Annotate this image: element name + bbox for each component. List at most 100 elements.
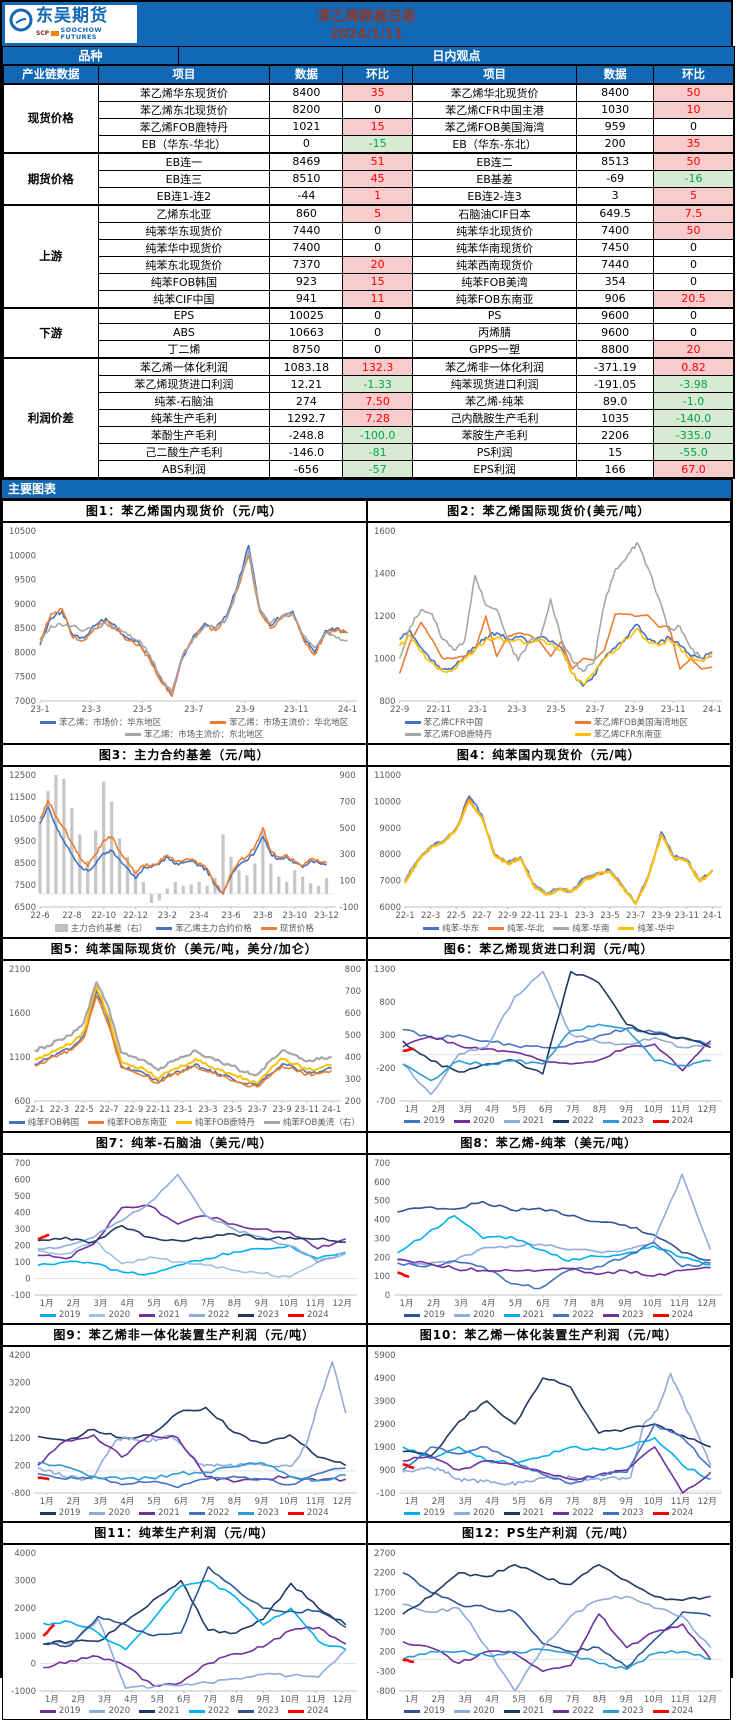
svg-text:10500: 10500 (9, 527, 36, 537)
chart-7-canvas: -100 0 100 200 300 400 500 600 700 1月 2月 3月 4月 5月 6月 7月… (11, 1159, 357, 1309)
svg-text:24-1: 24-1 (702, 911, 721, 921)
svg-text:-700: -700 (376, 1097, 395, 1107)
legend-entry: 纯苯FOB美湾（右） (263, 1116, 360, 1128)
col-header: 环比 (653, 65, 735, 84)
chart-4-legend: 纯苯-华东 纯苯-华北 纯苯-华南 纯苯-华中 (368, 921, 731, 937)
svg-text:6月: 6月 (539, 1105, 553, 1115)
chart-10-legend: 2019 2020 2021 2022 2023 2024 (368, 1507, 731, 1521)
svg-text:12月: 12月 (333, 1497, 352, 1507)
group-label: 下游 (2, 306, 99, 359)
report-header: 苯乙烯数据日报 2024/1/11 东吴期货 SCP SOOCHOW FUTUR… (2, 2, 731, 46)
item-change: 0 (342, 323, 413, 341)
chart-2-legend: 苯乙烯CFR中国 苯乙烯FOB美国海湾地区 苯乙烯FOB鹿特丹 苯乙烯CFR东南亚 (368, 715, 731, 743)
svg-text:7月: 7月 (203, 1695, 217, 1705)
svg-text:12月: 12月 (697, 1299, 716, 1309)
item-value: 166 (576, 460, 655, 479)
svg-text:12月: 12月 (697, 1695, 716, 1705)
legend-swatch (453, 1511, 470, 1515)
svg-text:8月: 8月 (590, 1299, 604, 1309)
svg-text:5月: 5月 (147, 1299, 161, 1309)
legend-label: 纯苯FOB韩国 (27, 1118, 80, 1128)
legend-swatch (39, 1511, 56, 1515)
item-change: 20 (653, 340, 735, 359)
svg-text:9月: 9月 (619, 1695, 633, 1705)
legend-swatch (139, 1313, 156, 1317)
item-change: 0 (342, 100, 413, 119)
legend-label: 2022 (207, 1310, 230, 1320)
legend-label: 2021 (522, 1116, 545, 1126)
brand-orange-bar (51, 31, 59, 36)
item-change: -3.98 (653, 375, 735, 393)
svg-text:12500: 12500 (9, 771, 36, 781)
svg-text:-100: -100 (376, 1489, 395, 1499)
item-value: 1083.18 (269, 357, 344, 376)
chart-5-canvas: 600 1100 1600 2100 200 300 400 500 600 700 800 22-1… (9, 965, 361, 1115)
legend-label: 苯乙烯FOB鹿特丹 (423, 730, 493, 740)
svg-text:4月: 4月 (481, 1299, 495, 1309)
legend-label: 苯乙烯：市场主流价：东北地区 (144, 730, 264, 740)
chart-title: 图2：苯乙烯国际现货价(美元/吨） (367, 501, 730, 523)
viewpoint-label: 日内观点 (177, 46, 736, 65)
svg-text:400: 400 (14, 1209, 30, 1219)
svg-text:6月: 6月 (539, 1695, 553, 1705)
svg-text:800: 800 (379, 697, 395, 707)
legend-swatch (503, 1511, 520, 1515)
svg-text:8月: 8月 (592, 1497, 606, 1507)
svg-text:12月: 12月 (697, 1105, 716, 1115)
legend-label: 2020 (472, 1706, 495, 1716)
legend-entry: 纯苯FOB韩国 (8, 1116, 80, 1128)
chart-panel-2: 图2：苯乙烯国际现货价(美元/吨） 800 1000 1200 1400 1600 22-… (366, 500, 731, 744)
item-value: 10663 (269, 323, 344, 341)
svg-text:2900: 2900 (373, 1420, 395, 1430)
item-change: 0 (342, 221, 413, 240)
item-value: 8513 (576, 151, 655, 171)
svg-text:600: 600 (373, 1178, 389, 1188)
item-name: EB连1-连2 (97, 186, 271, 205)
legend-label: 2019 (58, 1706, 81, 1716)
svg-text:10月: 10月 (643, 1497, 662, 1507)
legend-entry: 2020 (89, 1508, 130, 1518)
svg-text:5月: 5月 (147, 1497, 161, 1507)
item-name: 己内酰胺生产毛利 (411, 409, 578, 427)
svg-text:9月: 9月 (255, 1299, 269, 1309)
item-value: 941 (269, 289, 344, 308)
svg-text:2月: 2月 (426, 1299, 440, 1309)
svg-text:23-11: 23-11 (674, 911, 699, 921)
legend-label: 2021 (158, 1508, 180, 1518)
item-name: EB（华东-华北） (97, 134, 271, 153)
legend-entry: 苯乙烯FOB鹿特丹 (379, 728, 549, 740)
svg-text:300: 300 (379, 1031, 395, 1041)
legend-label: 纯苯FOB东南亚 (107, 1118, 167, 1128)
legend-label: 2023 (621, 1706, 644, 1716)
legend-entry: 2021 (503, 1508, 544, 1518)
legend-entry: 纯苯FOB鹿特丹 (176, 1116, 255, 1128)
legend-entry: 2019 (404, 1116, 445, 1126)
legend-swatch (404, 1709, 421, 1713)
item-change: 45 (342, 169, 413, 188)
svg-text:1600: 1600 (373, 527, 395, 537)
svg-text:12月: 12月 (333, 1695, 352, 1705)
item-change: 0 (653, 238, 735, 257)
item-value: 8510 (269, 169, 344, 188)
item-value: 8400 (576, 82, 655, 102)
legend-swatch (553, 926, 570, 930)
legend-entry: 纯苯-华中 (618, 922, 674, 934)
legend-swatch (139, 1709, 156, 1713)
legend-label: 纯苯-华北 (507, 924, 545, 934)
item-value: -248.8 (269, 426, 344, 444)
svg-text:22-10: 22-10 (91, 911, 116, 921)
legend-entry: 现货价格 (260, 922, 314, 934)
item-change: 35 (342, 82, 413, 102)
svg-text:23-5: 23-5 (223, 1105, 242, 1115)
svg-text:1700: 1700 (373, 1588, 395, 1598)
main-charts-section-label: 主要图表 (2, 479, 731, 498)
legend-entry: 2020 (89, 1310, 130, 1320)
variety-label: 品种 (2, 46, 179, 65)
item-value: 9600 (576, 306, 655, 324)
svg-text:6月: 6月 (177, 1695, 191, 1705)
chart-2-canvas: 800 1000 1200 1400 1600 22-9 22-11 23-1 23-3 23-5… (373, 527, 722, 715)
item-name: ABS利润 (97, 460, 271, 479)
legend-entry: 2020 (89, 1706, 130, 1716)
svg-text:9500: 9500 (14, 837, 36, 847)
svg-text:11000: 11000 (373, 771, 400, 781)
